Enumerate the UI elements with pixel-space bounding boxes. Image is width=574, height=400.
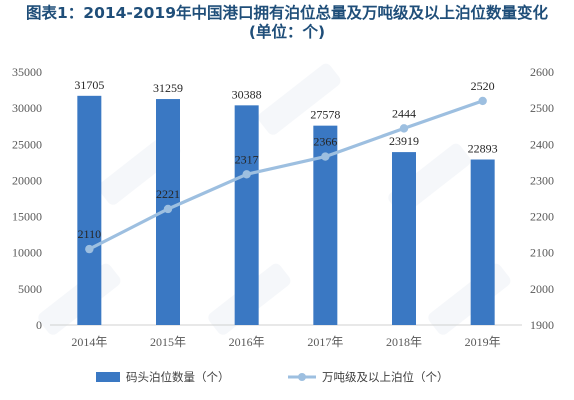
line-series-group: [85, 96, 487, 254]
line-point: [163, 204, 173, 214]
bar-series-group: [77, 95, 495, 326]
x-tick-label: 2015年: [150, 335, 186, 349]
line-data-label: 2110: [78, 227, 102, 241]
bar: [470, 159, 495, 325]
y-left-tick-label: 35000: [12, 65, 42, 79]
chart-title: 图表1：2014-2019年中国港口拥有泊位总量及万吨级及以上泊位数量变化: [26, 4, 548, 22]
x-tick-label: 2018年: [386, 335, 422, 349]
y-left-tick-label: 0: [36, 318, 42, 332]
x-tick-label: 2016年: [229, 335, 265, 349]
chart-subtitle: (单位：个): [248, 23, 326, 41]
line-data-label: 2366: [313, 135, 337, 149]
x-tick-label: 2017年: [307, 335, 343, 349]
bar: [234, 105, 259, 326]
y-right-tick-label: 1900: [530, 318, 554, 332]
y-left-tick-label: 25000: [12, 137, 42, 151]
line-point: [478, 96, 487, 106]
y-right-tick-label: 2000: [530, 282, 554, 296]
line-data-label: 2221: [156, 187, 180, 201]
legend-marker-line: [298, 373, 306, 381]
y-left-tick-label: 5000: [18, 282, 42, 296]
axes-group: 0 5000 10000 15000 20000 25000 30000 35000 1900 2…: [12, 65, 554, 349]
legend-swatch-bar: [96, 372, 120, 382]
data-labels-group: 31705 31259 30388 27578 23919 22893 2110 2221 23…: [74, 78, 497, 241]
bar-data-label: 23919: [389, 134, 419, 148]
y-left-tick-label: 30000: [12, 101, 42, 115]
x-tick-label: 2014年: [71, 335, 107, 349]
line-point: [242, 170, 251, 179]
line-series: [88, 99, 484, 251]
y-right-tick-label: 2600: [530, 65, 554, 79]
line-point: [321, 152, 330, 161]
line-data-label: 2520: [471, 79, 495, 93]
bar-data-label: 31259: [153, 81, 183, 95]
line-point: [85, 244, 94, 254]
y-right-tick-label: 2400: [530, 137, 554, 151]
y-right-tick-label: 2500: [530, 101, 554, 115]
legend-label-line: 万吨级及以上泊位（个）: [322, 370, 449, 384]
bar: [392, 152, 416, 325]
legend: 码头泊位数量（个） 万吨级及以上泊位（个）: [96, 370, 449, 384]
title-block: 图表1：2014-2019年中国港口拥有泊位总量及万吨级及以上泊位数量变化 (单…: [0, 0, 574, 42]
y-right-tick-label: 2100: [530, 246, 554, 260]
watermark-group: [38, 63, 511, 335]
y-left-tick-label: 20000: [12, 173, 42, 187]
bar-data-label: 22893: [468, 142, 498, 156]
bar: [77, 95, 102, 325]
line-data-label: 2444: [392, 106, 416, 120]
watermark-mark: [258, 63, 341, 135]
y-right-tick-label: 2300: [530, 173, 554, 187]
y-right-tick-label: 2200: [530, 210, 554, 224]
line-data-label: 2317: [235, 152, 259, 166]
x-tick-label: 2019年: [465, 335, 501, 349]
line-point: [399, 124, 409, 133]
legend-label-bar: 码头泊位数量（个）: [126, 370, 230, 384]
y-left-tick-label: 15000: [12, 210, 42, 224]
bar-data-label: 27578: [310, 108, 340, 122]
watermark-mark: [428, 263, 511, 335]
bar-data-label: 31705: [74, 78, 104, 92]
bar-data-label: 30388: [232, 87, 262, 101]
y-left-tick-label: 10000: [12, 246, 42, 260]
